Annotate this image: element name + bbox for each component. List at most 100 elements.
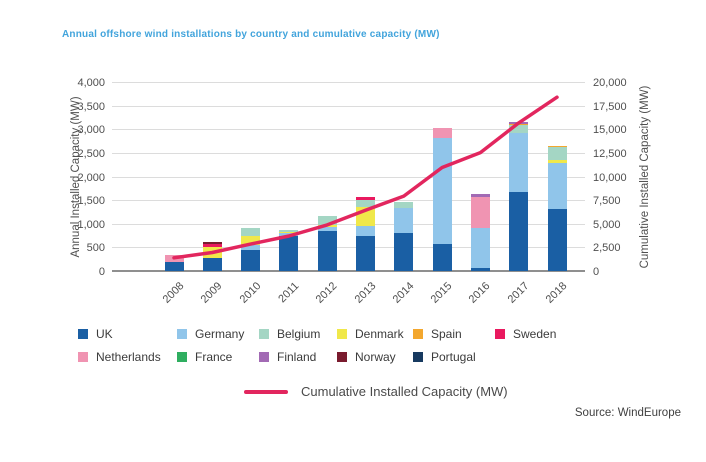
legend-label: Portugal — [431, 349, 476, 364]
bar-segment-2009-sweden — [202, 243, 222, 247]
right-tick-label: 10,000 — [593, 171, 627, 184]
bar-segment-2010-germany — [241, 244, 261, 250]
bar-segment-2017-belgium — [509, 124, 529, 133]
bar-segment-2010-belgium — [241, 228, 261, 237]
bar-segment-2014-belgium — [394, 201, 414, 209]
bar-segment-2018-belgium — [547, 147, 567, 161]
legend-swatch-uk — [78, 328, 88, 339]
legend-label: France — [195, 349, 233, 364]
left-tick-label: 1,000 — [77, 218, 105, 231]
legend-label: Norway — [355, 349, 396, 364]
x-label-2010: 2010 — [237, 280, 264, 306]
left-axis-ticks: 0 500 1,000 1,500 2,000 2,500 3,000 3,500 4,000 — [30, 77, 105, 278]
x-label-2008: 2008 — [160, 280, 187, 306]
x-axis-line — [112, 270, 585, 272]
bar-segment-2018-uk — [547, 209, 567, 271]
left-tick-label: 2,000 — [77, 171, 105, 184]
line-legend: Cumulative Installed Capacity (MW) — [244, 384, 508, 399]
legend-item-denmark: Denmark — [337, 327, 413, 341]
bar-segment-2013-sweden — [356, 197, 375, 201]
bar-2010 — [241, 82, 261, 271]
bar-segment-2012-belgium — [317, 215, 337, 225]
legend-swatch-france — [177, 351, 187, 362]
x-label-2017: 2017 — [505, 280, 532, 306]
bar-segment-2011-uk — [279, 235, 299, 271]
bar-segment-2016-uk — [470, 268, 490, 271]
left-tick-label: 2,500 — [77, 147, 105, 160]
legend-swatch-portugal — [413, 351, 423, 362]
bar-segment-2013-uk — [356, 236, 375, 271]
legend-item-belgium: Belgium — [259, 326, 337, 341]
legend-swatch-belgium — [259, 328, 269, 339]
x-label-2012: 2012 — [313, 280, 340, 306]
bar-2014 — [394, 82, 414, 271]
bar-2016 — [470, 82, 490, 271]
x-label-2011: 2011 — [276, 280, 302, 306]
bar-segment-2018-germany — [547, 163, 567, 210]
gridline — [112, 223, 585, 225]
left-tick-label: 4,000 — [77, 77, 105, 89]
legend-swatch-germany — [177, 328, 187, 339]
bar-segment-2016-finland — [470, 194, 490, 198]
legend-label: Belgium — [277, 326, 321, 341]
legend-label: Finland — [277, 349, 317, 364]
x-label-2016: 2016 — [467, 280, 493, 306]
x-label-2014: 2014 — [390, 280, 417, 306]
line-legend-label: Cumulative Installed Capacity (MW) — [301, 384, 508, 399]
left-tick-label: 1,500 — [77, 195, 105, 208]
legend-item-portugal: Portugal — [413, 349, 495, 364]
legend-swatch-sweden — [495, 328, 505, 339]
bar-segment-2010-denmark — [241, 236, 261, 245]
bar-segment-2012-germany — [317, 227, 337, 231]
legend-item-uk: UK — [78, 326, 177, 341]
gridline — [112, 247, 585, 249]
gridline — [112, 129, 585, 131]
legend-item-germany: Germany — [177, 326, 259, 341]
line-legend-swatch — [244, 389, 288, 394]
legend-label: Germany — [195, 326, 245, 341]
x-label-2015: 2015 — [428, 280, 455, 306]
gridline — [112, 152, 585, 154]
right-tick-label: 12,500 — [593, 147, 627, 160]
right-tick-label: 20,000 — [593, 77, 627, 89]
bar-2018 — [547, 82, 567, 271]
legend-item-finland: Finland — [259, 349, 337, 364]
gridline — [112, 82, 585, 83]
x-axis-labels: 2008 2009 2010 2011 2012 2013 2014 2015 2016 2017… — [112, 280, 585, 318]
plot-area — [112, 82, 585, 272]
legend-swatch-denmark — [337, 328, 347, 339]
gridline — [112, 176, 585, 178]
legend-label: Spain — [431, 326, 462, 341]
left-tick-label: 3,500 — [77, 100, 105, 113]
right-tick-label: 17,500 — [593, 100, 627, 113]
legend-swatch-finland — [259, 351, 269, 362]
bar-segment-2009-norway — [202, 241, 222, 244]
bar-segment-2013-belgium — [356, 200, 375, 208]
bar-segment-2015-netherlands — [432, 127, 452, 138]
right-axis-ticks: 0 2,500 5,000 7,500 10,000 12,500 15,000 17,500… — [593, 77, 663, 278]
bar-segment-2014-uk — [394, 233, 414, 271]
x-label-2018: 2018 — [543, 280, 570, 306]
bar-segment-2012-uk — [317, 230, 337, 271]
legend: UK Germany Belgium Denmark Spain Sweden Nether… — [78, 326, 556, 364]
cumulative-line — [172, 95, 559, 260]
bar-segment-2014-germany — [394, 208, 414, 234]
legend-label: Netherlands — [96, 349, 161, 364]
legend-label: UK — [96, 326, 113, 341]
chart-title: Annual offshore wind installations by co… — [62, 29, 440, 40]
legend-item-sweden: Sweden — [495, 327, 556, 341]
legend-swatch-netherlands — [78, 351, 88, 362]
right-tick-label: 2,500 — [593, 242, 621, 255]
source-text: Source: WindEurope — [574, 407, 681, 419]
legend-item-france: France — [177, 349, 259, 364]
gridline — [112, 105, 585, 107]
legend-item-spain: Spain — [413, 326, 495, 341]
right-tick-label: 5,000 — [593, 218, 621, 231]
bar-2013 — [356, 82, 375, 271]
bar-segment-2010-uk — [241, 249, 261, 271]
bar-segment-2017-germany — [509, 132, 529, 192]
bar-2017 — [509, 82, 529, 271]
legend-item-norway: Norway — [337, 349, 413, 364]
bar-segment-2011-denmark — [279, 231, 299, 234]
